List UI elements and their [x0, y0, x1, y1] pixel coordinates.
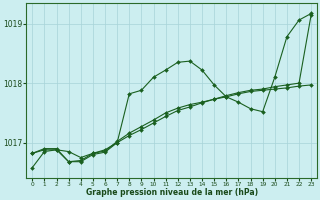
X-axis label: Graphe pression niveau de la mer (hPa): Graphe pression niveau de la mer (hPa): [86, 188, 258, 197]
